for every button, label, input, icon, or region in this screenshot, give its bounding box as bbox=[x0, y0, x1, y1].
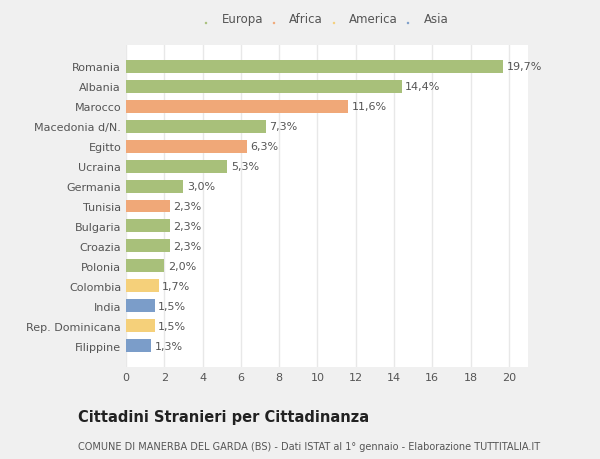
Text: 7,3%: 7,3% bbox=[269, 122, 298, 132]
Bar bbox=[126, 200, 170, 213]
Text: 5,3%: 5,3% bbox=[231, 162, 259, 172]
Text: COMUNE DI MANERBA DEL GARDA (BS) - Dati ISTAT al 1° gennaio - Elaborazione TUTTI: COMUNE DI MANERBA DEL GARDA (BS) - Dati … bbox=[78, 441, 540, 451]
Bar bbox=[126, 160, 227, 173]
Bar bbox=[126, 300, 155, 313]
Text: 3,0%: 3,0% bbox=[187, 182, 215, 191]
Legend: Europa, Africa, America, Asia: Europa, Africa, America, Asia bbox=[205, 13, 449, 26]
Text: 11,6%: 11,6% bbox=[352, 102, 386, 112]
Text: 14,4%: 14,4% bbox=[405, 82, 440, 92]
Bar bbox=[126, 260, 164, 273]
Bar bbox=[126, 61, 503, 73]
Text: 1,3%: 1,3% bbox=[154, 341, 182, 351]
Text: 2,3%: 2,3% bbox=[173, 222, 202, 231]
Text: 2,3%: 2,3% bbox=[173, 241, 202, 252]
Text: 6,3%: 6,3% bbox=[250, 142, 278, 152]
Bar bbox=[126, 220, 170, 233]
Text: 2,3%: 2,3% bbox=[173, 202, 202, 212]
Bar bbox=[126, 140, 247, 153]
Text: 1,5%: 1,5% bbox=[158, 301, 186, 311]
Bar bbox=[126, 120, 266, 133]
Bar bbox=[126, 340, 151, 353]
Bar bbox=[126, 240, 170, 253]
Bar bbox=[126, 320, 155, 333]
Text: 1,5%: 1,5% bbox=[158, 321, 186, 331]
Text: 2,0%: 2,0% bbox=[168, 261, 196, 271]
Text: Cittadini Stranieri per Cittadinanza: Cittadini Stranieri per Cittadinanza bbox=[78, 409, 369, 425]
Bar bbox=[126, 180, 184, 193]
Bar bbox=[126, 80, 401, 93]
Text: 1,7%: 1,7% bbox=[162, 281, 190, 291]
Bar bbox=[126, 101, 348, 113]
Bar bbox=[126, 280, 158, 293]
Text: 19,7%: 19,7% bbox=[506, 62, 542, 72]
